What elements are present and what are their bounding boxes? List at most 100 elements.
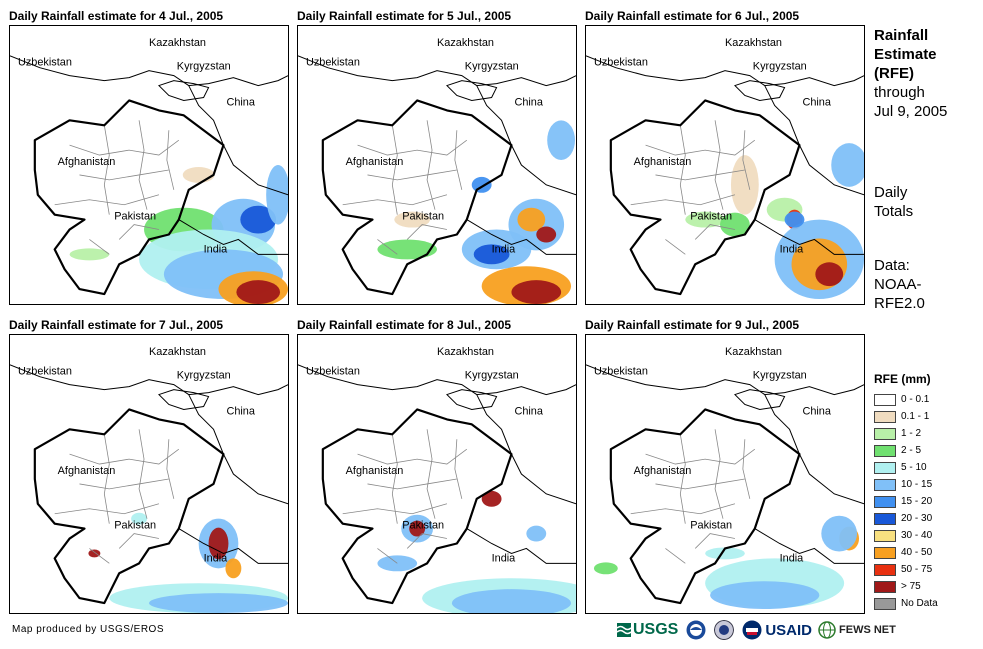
rainfall-area xyxy=(815,262,844,287)
map-svg: Kazakhstan Uzbekistan Kyrgyzstan China Afgha… xyxy=(10,37,288,304)
map-label-afghanistan: Afghanistan xyxy=(634,156,692,168)
usgs-logo: USGS xyxy=(617,621,678,639)
rainfall-area xyxy=(517,207,546,232)
province-border xyxy=(454,130,463,190)
legend-swatch xyxy=(874,393,896,406)
map-label-india: India xyxy=(492,552,517,564)
legend-label: 10 - 15 xyxy=(901,479,933,490)
province-border xyxy=(79,478,169,490)
map-label-uzbekistan: Uzbekistan xyxy=(18,366,72,378)
rainfall-area xyxy=(720,212,750,237)
legend-label: 5 - 10 xyxy=(901,462,927,473)
map-label-kazakhstan: Kazakhstan xyxy=(149,346,206,358)
rainfall-area xyxy=(784,211,805,228)
country-border xyxy=(446,389,498,410)
rainfall-area xyxy=(377,555,418,572)
rainfall-area xyxy=(710,581,820,610)
data-source: Data: NOAA- RFE2.0 xyxy=(874,256,925,313)
totals-line: Totals xyxy=(874,203,914,220)
province-border xyxy=(645,139,756,156)
map-label-afghanistan: Afghanistan xyxy=(58,465,116,477)
map-label-china: China xyxy=(802,405,831,417)
daily-line: Daily xyxy=(874,184,908,201)
rainfall-map: Kazakhstan Uzbekistan Kyrgyzstan China Afgha… xyxy=(297,334,577,614)
province-border xyxy=(89,239,110,255)
country-border xyxy=(10,364,288,396)
province-border xyxy=(166,439,175,499)
fews-text: FEWS NET xyxy=(839,624,896,636)
province-border xyxy=(54,503,160,515)
map-label-uzbekistan: Uzbekistan xyxy=(306,366,360,378)
legend-item: > 75 xyxy=(874,578,938,595)
province-border xyxy=(342,503,448,515)
province-border xyxy=(103,125,110,215)
side-title: Rainfall Estimate (RFE) through Jul 9, 2… xyxy=(874,26,947,121)
legend-label: 0.1 - 1 xyxy=(901,411,930,422)
country-border xyxy=(158,80,210,101)
province-border xyxy=(714,429,724,519)
legend-swatch xyxy=(874,546,896,559)
legend-swatch xyxy=(874,597,896,610)
country-border xyxy=(734,389,786,410)
map-label-kyrgyzstan: Kyrgyzstan xyxy=(177,61,231,73)
map-label-india: India xyxy=(204,552,229,564)
map-svg: Kazakhstan Uzbekistan Kyrgyzstan China Afgha… xyxy=(586,37,864,300)
legend-swatch xyxy=(874,461,896,474)
map-label-india: India xyxy=(492,243,517,255)
dos-seal-icon xyxy=(714,620,735,640)
map-label-china: China xyxy=(514,405,543,417)
side-title-line: Estimate xyxy=(874,46,937,63)
rainfall-area xyxy=(730,155,759,215)
side-title-line: Rainfall xyxy=(874,27,929,44)
country-border xyxy=(754,219,864,255)
province-border xyxy=(655,169,745,181)
map-label-pakistan: Pakistan xyxy=(114,211,156,223)
province-border xyxy=(679,434,686,524)
legend-label: No Data xyxy=(901,598,938,609)
country-border xyxy=(10,55,288,87)
usaid-seal-icon xyxy=(742,620,762,640)
usgs-wave-icon xyxy=(617,623,631,637)
legend-label: > 75 xyxy=(901,581,921,592)
map-svg: Kazakhstan Uzbekistan Kyrgyzstan China Afgha… xyxy=(10,346,288,613)
province-border xyxy=(89,548,110,564)
map-label-kyrgyzstan: Kyrgyzstan xyxy=(753,370,807,382)
legend-label: 20 - 30 xyxy=(901,513,933,524)
afghanistan-pakistan-outline xyxy=(609,408,801,605)
province-border xyxy=(630,194,736,206)
usgs-text: USGS xyxy=(633,621,679,638)
map-label-kazakhstan: Kazakhstan xyxy=(149,37,206,49)
daily-totals: Daily Totals xyxy=(874,183,913,221)
rainfall-area xyxy=(685,211,725,228)
side-title-line: (RFE) xyxy=(874,65,914,82)
afghanistan-pakistan-outline xyxy=(321,408,513,605)
fews-logo: FEWS NET xyxy=(818,621,896,639)
map-label-china: China xyxy=(226,96,255,108)
legend-item: 30 - 40 xyxy=(874,527,938,544)
panel-title: Daily Rainfall estimate for 9 Jul., 2005 xyxy=(585,318,800,332)
legend-swatch xyxy=(874,478,896,491)
province-border xyxy=(69,139,180,156)
country-border xyxy=(734,80,786,101)
legend-item: 20 - 30 xyxy=(874,510,938,527)
province-border xyxy=(406,533,448,549)
province-border xyxy=(714,120,724,210)
map-label-kyrgyzstan: Kyrgyzstan xyxy=(465,370,519,382)
country-border xyxy=(158,389,210,410)
province-border xyxy=(367,478,457,490)
legend-label: 40 - 50 xyxy=(901,547,933,558)
map-label-pakistan: Pakistan xyxy=(690,520,732,532)
usaid-logo: USAID xyxy=(742,620,812,640)
country-border xyxy=(466,219,576,255)
legend-swatch xyxy=(874,495,896,508)
country-border xyxy=(298,55,576,87)
province-border xyxy=(342,194,448,206)
legend-label: 0 - 0.1 xyxy=(901,394,930,405)
rainfall-area xyxy=(705,547,745,560)
legend-label: 1 - 2 xyxy=(901,428,922,439)
map-label-uzbekistan: Uzbekistan xyxy=(306,57,360,69)
panel-title: Daily Rainfall estimate for 5 Jul., 2005 xyxy=(297,9,512,23)
rainfall-area xyxy=(593,562,618,575)
legend-swatch xyxy=(874,410,896,423)
legend-item: 15 - 20 xyxy=(874,493,938,510)
